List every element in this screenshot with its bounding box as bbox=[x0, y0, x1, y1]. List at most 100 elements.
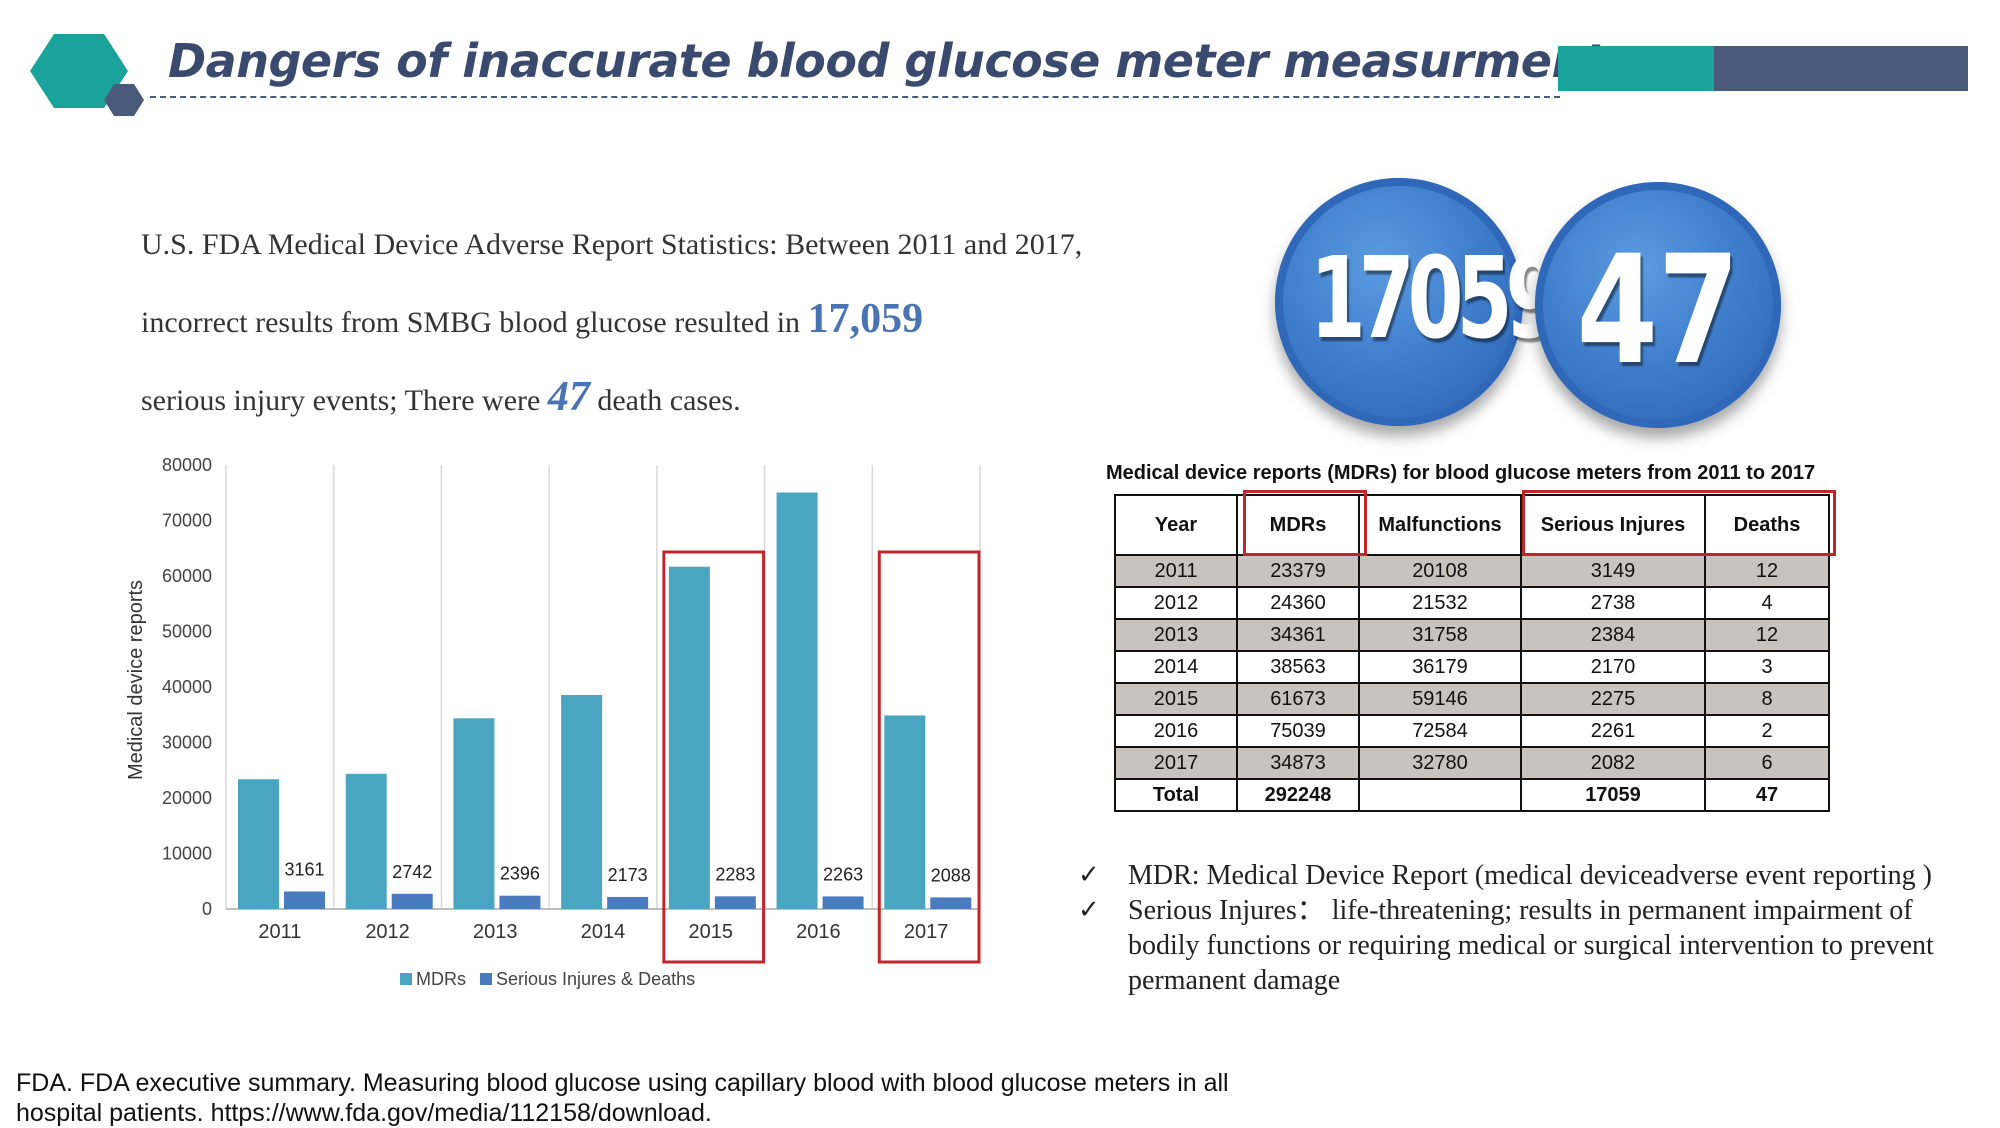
intro-text-1: U.S. FDA Medical Device Adverse Report S… bbox=[141, 228, 1083, 339]
bar-injuries-deaths-2014 bbox=[607, 896, 649, 909]
table-cell: 17059 bbox=[1520, 778, 1706, 812]
header-accent-slate bbox=[1714, 46, 1968, 91]
highlight-box-mdrs bbox=[1243, 490, 1367, 556]
death-count-highlight: 47 bbox=[547, 374, 590, 420]
legend-label-0: MDRs bbox=[416, 969, 466, 989]
table-header-cell: Serious Injures bbox=[1520, 494, 1706, 556]
bar-mdrs-2011 bbox=[238, 779, 279, 909]
header-hexagon-logo bbox=[30, 34, 144, 116]
header-accent-teal bbox=[1558, 46, 1714, 91]
hexagon-large-icon bbox=[30, 34, 128, 108]
death-count-badge-text: 47 bbox=[1576, 224, 1740, 398]
bar-mdrs-2015 bbox=[668, 566, 710, 909]
category-label-2013: 2013 bbox=[473, 921, 518, 943]
y-tick-label: 70000 bbox=[162, 511, 212, 531]
table-cell bbox=[1358, 778, 1522, 812]
table-cell: 47 bbox=[1704, 778, 1830, 812]
title-divider bbox=[150, 96, 1560, 98]
bar-mdrs-2014 bbox=[561, 694, 603, 909]
table-row: 2011 23379 20108 3149 12 bbox=[1114, 554, 1830, 588]
table-cell: 292248 bbox=[1236, 778, 1360, 812]
table-cell: 59146 bbox=[1358, 682, 1522, 716]
table-header-cell: Year bbox=[1114, 494, 1238, 556]
table-cell: 2012 bbox=[1114, 586, 1238, 620]
table-body: 2011 23379 20108 3149 12 2012 24360 21532 2738 4 2… bbox=[1114, 554, 1830, 812]
data-label-2013: 2396 bbox=[500, 864, 540, 884]
chart-grid bbox=[225, 465, 981, 910]
note-mdr: ✓ MDR: Medical Device Report (medical de… bbox=[1078, 858, 1958, 893]
injury-count-badge-text: 17059 bbox=[1309, 234, 1562, 364]
bar-injuries-deaths-2013 bbox=[499, 895, 541, 909]
definition-notes: ✓ MDR: Medical Device Report (medical de… bbox=[1078, 858, 1958, 998]
highlight-box-2015 bbox=[662, 550, 766, 964]
y-tick-label: 30000 bbox=[162, 733, 212, 753]
chart-legend: MDRs Serious Injures & Deaths bbox=[400, 969, 695, 989]
highlight-box-2017 bbox=[877, 550, 981, 964]
table-cell: 2 bbox=[1704, 714, 1830, 748]
table-cell: 38563 bbox=[1236, 650, 1360, 684]
table-cell: 2170 bbox=[1520, 650, 1706, 684]
table-cell: 31758 bbox=[1358, 618, 1522, 652]
category-label-2011: 2011 bbox=[258, 921, 301, 943]
table-cell: 2082 bbox=[1520, 746, 1706, 780]
category-label-2014: 2014 bbox=[581, 921, 626, 943]
bar-mdrs-2012 bbox=[345, 773, 387, 909]
table-cell: 2014 bbox=[1114, 650, 1238, 684]
intro-text-2: serious injury events; There were bbox=[141, 384, 541, 417]
table-cell: 21532 bbox=[1358, 586, 1522, 620]
table-cell: 2013 bbox=[1114, 618, 1238, 652]
table-cell: 12 bbox=[1704, 554, 1830, 588]
table-title: Medical device reports (MDRs) for blood … bbox=[1106, 462, 1816, 484]
table-header-cell: MDRs bbox=[1236, 494, 1360, 556]
table-cell: 3 bbox=[1704, 650, 1830, 684]
table-cell: 72584 bbox=[1358, 714, 1522, 748]
injury-count-highlight: 17,059 bbox=[807, 296, 924, 342]
table-cell: 20108 bbox=[1358, 554, 1522, 588]
table-row: 2012 24360 21532 2738 4 bbox=[1114, 586, 1830, 620]
table-cell: 2017 bbox=[1114, 746, 1238, 780]
legend-label-1: Serious Injures & Deaths bbox=[496, 969, 695, 989]
y-tick-label: 40000 bbox=[162, 677, 212, 697]
death-count-badge: 47 bbox=[1535, 182, 1781, 428]
table-cell: 3149 bbox=[1520, 554, 1706, 588]
table-row: 2016 75039 72584 2261 2 bbox=[1114, 714, 1830, 748]
checkmark-icon: ✓ bbox=[1078, 860, 1100, 890]
bar-injuries-deaths-2016 bbox=[822, 896, 864, 909]
injury-count-badge: 17059 bbox=[1275, 178, 1562, 426]
chart-data-labels: 3161 2742 2396 2173 2283 2263 2088 bbox=[284, 859, 970, 885]
table-cell: 4 bbox=[1704, 586, 1830, 620]
note-text: Serious Injures： life-threatening; resul… bbox=[1128, 895, 1934, 996]
table-cell: 34361 bbox=[1236, 618, 1360, 652]
mdr-table: Year MDRs Malfunctions Serious Injures Death… bbox=[1114, 494, 1830, 812]
y-tick-label: 80000 bbox=[162, 455, 212, 475]
table-cell: 2738 bbox=[1520, 586, 1706, 620]
legend-swatch-0 bbox=[400, 973, 412, 985]
table-cell: 34873 bbox=[1236, 746, 1360, 780]
table-cell: 2011 bbox=[1114, 554, 1238, 588]
table-row: 2014 38563 36179 2170 3 bbox=[1114, 650, 1830, 684]
table-cell: 2015 bbox=[1114, 682, 1238, 716]
table-cell: 32780 bbox=[1358, 746, 1522, 780]
bar-injuries-deaths-2011 bbox=[284, 891, 325, 909]
bar-injuries-deaths-2017 bbox=[930, 897, 972, 909]
y-tick-label: 0 bbox=[202, 899, 212, 919]
intro-paragraph: U.S. FDA Medical Device Adverse Report S… bbox=[141, 208, 1161, 438]
note-serious-injuries: ✓ Serious Injures： life-threatening; res… bbox=[1078, 893, 1958, 998]
table-cell: 23379 bbox=[1236, 554, 1360, 588]
table-row: 2015 61673 59146 2275 8 bbox=[1114, 682, 1830, 716]
y-tick-label: 20000 bbox=[162, 788, 212, 808]
hexagon-small-icon bbox=[104, 84, 144, 116]
bar-mdrs-2016 bbox=[776, 492, 818, 909]
chart-y-axis-label: Medical device reports bbox=[125, 580, 147, 780]
data-label-2016: 2263 bbox=[823, 864, 863, 884]
category-label-2016: 2016 bbox=[796, 921, 841, 943]
table-cell: 24360 bbox=[1236, 586, 1360, 620]
legend-swatch-1 bbox=[480, 973, 492, 985]
note-text: MDR: Medical Device Report (medical devi… bbox=[1128, 860, 1932, 891]
intro-text-3: death cases. bbox=[597, 384, 741, 417]
bar-injuries-deaths-2015 bbox=[714, 896, 756, 909]
table-total-row: Total 292248 17059 47 bbox=[1114, 778, 1830, 812]
table-cell: 2261 bbox=[1520, 714, 1706, 748]
table-cell: 8 bbox=[1704, 682, 1830, 716]
bar-mdrs-2017 bbox=[884, 715, 926, 909]
